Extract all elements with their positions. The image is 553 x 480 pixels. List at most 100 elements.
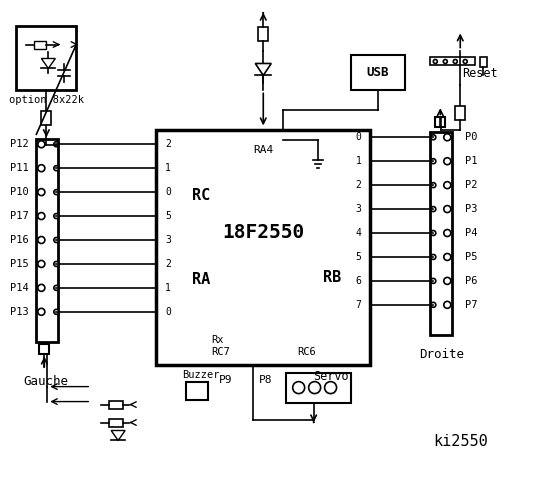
Text: 0: 0: [165, 187, 171, 197]
Text: 7: 7: [356, 300, 362, 310]
Text: P11: P11: [9, 163, 28, 173]
Bar: [109, 419, 123, 427]
Circle shape: [54, 190, 59, 194]
Circle shape: [38, 237, 45, 243]
Text: P6: P6: [465, 276, 478, 286]
Bar: [109, 401, 123, 408]
Circle shape: [463, 60, 467, 63]
Circle shape: [38, 141, 45, 148]
Circle shape: [444, 60, 447, 63]
Text: RB: RB: [324, 270, 342, 285]
Bar: [34, 40, 46, 48]
Circle shape: [431, 302, 436, 307]
Text: RC7: RC7: [211, 347, 229, 357]
Text: P3: P3: [465, 204, 478, 214]
Circle shape: [293, 382, 305, 394]
Text: P9: P9: [219, 374, 233, 384]
Bar: [351, 56, 405, 90]
Circle shape: [54, 286, 59, 290]
Bar: [17, 25, 76, 90]
Text: Servo: Servo: [313, 370, 348, 383]
Text: 0: 0: [356, 132, 362, 142]
Text: P2: P2: [465, 180, 478, 190]
Text: 6: 6: [356, 276, 362, 286]
Text: P13: P13: [9, 307, 28, 317]
Text: 3: 3: [356, 204, 362, 214]
Circle shape: [54, 142, 59, 147]
Text: P8: P8: [259, 374, 273, 384]
Bar: [435, 117, 445, 127]
Text: 5: 5: [165, 211, 171, 221]
Text: 2: 2: [165, 139, 171, 149]
Circle shape: [38, 213, 45, 219]
Text: 5: 5: [356, 252, 362, 262]
Circle shape: [444, 181, 451, 189]
Circle shape: [444, 158, 451, 165]
Text: 2: 2: [356, 180, 362, 190]
Polygon shape: [41, 59, 55, 69]
Text: P16: P16: [9, 235, 28, 245]
Text: Reset: Reset: [462, 67, 498, 80]
Text: RA4: RA4: [253, 145, 273, 155]
Text: ki2550: ki2550: [433, 434, 488, 449]
Circle shape: [54, 262, 59, 266]
Circle shape: [54, 309, 59, 314]
Circle shape: [431, 206, 436, 212]
Polygon shape: [111, 431, 125, 441]
Text: 18F2550: 18F2550: [222, 223, 304, 242]
Text: Buzzer: Buzzer: [182, 370, 220, 380]
Text: 1: 1: [165, 283, 171, 293]
Text: P1: P1: [465, 156, 478, 166]
Circle shape: [309, 382, 321, 394]
Text: RC6: RC6: [297, 347, 316, 357]
Bar: [258, 26, 268, 40]
Text: P17: P17: [9, 211, 28, 221]
Polygon shape: [255, 63, 272, 75]
Circle shape: [54, 214, 59, 218]
Circle shape: [453, 60, 457, 63]
Bar: [455, 107, 465, 120]
Bar: [36, 139, 58, 342]
Text: P12: P12: [9, 139, 28, 149]
Circle shape: [444, 253, 451, 261]
Circle shape: [444, 229, 451, 237]
Text: P14: P14: [9, 283, 28, 293]
Bar: [41, 111, 51, 125]
Circle shape: [38, 165, 45, 172]
Circle shape: [431, 230, 436, 236]
Text: Gauche: Gauche: [24, 375, 69, 388]
Circle shape: [54, 166, 59, 171]
Text: 1: 1: [165, 163, 171, 173]
Circle shape: [38, 189, 45, 196]
Bar: [430, 58, 475, 65]
Bar: [286, 372, 351, 403]
Circle shape: [444, 205, 451, 213]
Text: P15: P15: [9, 259, 28, 269]
Text: 1: 1: [356, 156, 362, 166]
Text: RA: RA: [192, 272, 210, 288]
Bar: [156, 130, 371, 365]
Circle shape: [434, 60, 437, 63]
Circle shape: [38, 284, 45, 291]
Circle shape: [431, 183, 436, 188]
Circle shape: [54, 238, 59, 242]
Text: 3: 3: [165, 235, 171, 245]
Bar: [480, 58, 487, 68]
Circle shape: [325, 382, 337, 394]
Text: Rx: Rx: [211, 335, 223, 345]
Text: P7: P7: [465, 300, 478, 310]
Text: 2: 2: [165, 259, 171, 269]
Text: P10: P10: [9, 187, 28, 197]
Circle shape: [444, 134, 451, 141]
Text: USB: USB: [367, 66, 389, 80]
Circle shape: [431, 278, 436, 283]
Text: RC: RC: [192, 188, 210, 203]
Text: Droite: Droite: [419, 348, 464, 361]
Bar: [186, 382, 208, 399]
Text: P4: P4: [465, 228, 478, 238]
Text: 4: 4: [356, 228, 362, 238]
Circle shape: [431, 254, 436, 260]
Circle shape: [38, 261, 45, 267]
Text: 0: 0: [165, 307, 171, 317]
Text: P0: P0: [465, 132, 478, 142]
